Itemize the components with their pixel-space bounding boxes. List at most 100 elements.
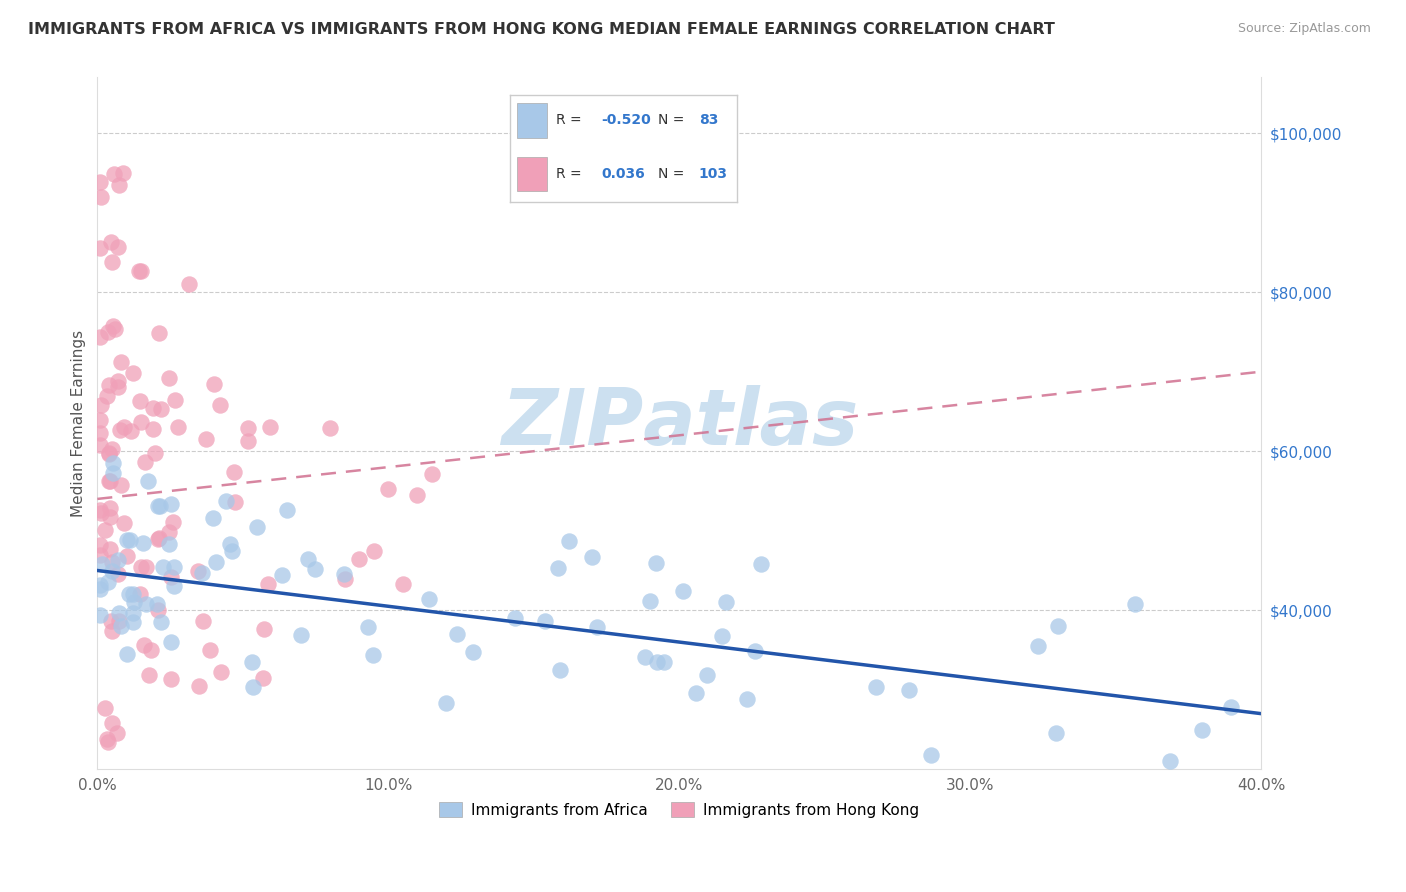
Point	[333, 572, 356, 586]
Point	[110, 619, 132, 633]
Point	[259, 419, 281, 434]
Point	[418, 591, 440, 606]
Point	[503, 610, 526, 624]
Point	[89, 426, 111, 441]
Point	[202, 377, 225, 392]
Point	[142, 422, 165, 436]
Point	[1219, 700, 1241, 714]
Point	[146, 603, 169, 617]
Point	[107, 567, 129, 582]
Point	[103, 456, 125, 470]
Point	[534, 614, 557, 628]
Point	[101, 564, 124, 578]
Point	[149, 500, 172, 514]
Point	[236, 421, 259, 435]
Legend: Immigrants from Africa, Immigrants from Hong Kong: Immigrants from Africa, Immigrants from …	[433, 796, 925, 824]
Point	[108, 423, 131, 437]
Point	[150, 401, 173, 416]
Point	[714, 595, 737, 609]
Point	[157, 524, 180, 539]
Point	[89, 502, 111, 516]
Point	[209, 398, 232, 412]
Point	[97, 735, 120, 749]
Point	[112, 516, 135, 531]
Point	[101, 254, 124, 268]
Point	[115, 549, 138, 563]
Point	[581, 549, 603, 564]
Text: ZIP​atlas: ZIP​atlas	[501, 385, 858, 461]
Point	[319, 420, 342, 434]
Point	[253, 622, 276, 636]
Point	[142, 401, 165, 416]
Point	[89, 438, 111, 452]
Point	[297, 552, 319, 566]
Point	[245, 520, 267, 534]
Point	[100, 614, 122, 628]
Point	[138, 667, 160, 681]
Point	[205, 555, 228, 569]
Point	[89, 175, 111, 189]
Point	[558, 533, 581, 548]
Point	[332, 566, 354, 581]
Point	[162, 515, 184, 529]
Point	[118, 533, 141, 547]
Point	[363, 544, 385, 558]
Point	[1123, 597, 1146, 611]
Point	[160, 635, 183, 649]
Point	[392, 577, 415, 591]
Point	[187, 565, 209, 579]
Point	[420, 467, 443, 481]
Point	[128, 587, 150, 601]
Point	[111, 166, 134, 180]
Point	[89, 578, 111, 592]
Point	[138, 474, 160, 488]
Point	[652, 655, 675, 669]
Point	[406, 488, 429, 502]
Point	[100, 235, 122, 249]
Point	[128, 264, 150, 278]
Point	[257, 577, 280, 591]
Point	[110, 478, 132, 492]
Point	[160, 673, 183, 687]
Point	[101, 555, 124, 569]
Point	[198, 643, 221, 657]
Point	[129, 394, 152, 409]
Point	[89, 330, 111, 344]
Point	[100, 442, 122, 457]
Point	[96, 731, 118, 746]
Point	[898, 683, 921, 698]
Point	[89, 538, 111, 552]
Point	[165, 392, 187, 407]
Point	[98, 500, 121, 515]
Point	[347, 552, 370, 566]
Point	[97, 326, 120, 340]
Point	[134, 638, 156, 652]
Point	[121, 366, 143, 380]
Point	[135, 560, 157, 574]
Point	[94, 524, 117, 538]
Point	[115, 647, 138, 661]
Point	[132, 536, 155, 550]
Point	[276, 503, 298, 517]
Point	[135, 598, 157, 612]
Point	[1046, 619, 1069, 633]
Point	[98, 447, 121, 461]
Point	[865, 681, 887, 695]
Point	[672, 584, 695, 599]
Point	[148, 499, 170, 513]
Point	[920, 747, 942, 762]
Point	[98, 474, 121, 488]
Point	[547, 561, 569, 575]
Point	[463, 645, 485, 659]
Point	[638, 594, 661, 608]
Point	[1191, 723, 1213, 738]
Point	[242, 680, 264, 694]
Point	[98, 509, 121, 524]
Point	[110, 354, 132, 368]
Point	[89, 548, 111, 562]
Point	[131, 560, 153, 574]
Point	[240, 655, 263, 669]
Point	[89, 412, 111, 426]
Point	[1159, 755, 1181, 769]
Point	[122, 595, 145, 609]
